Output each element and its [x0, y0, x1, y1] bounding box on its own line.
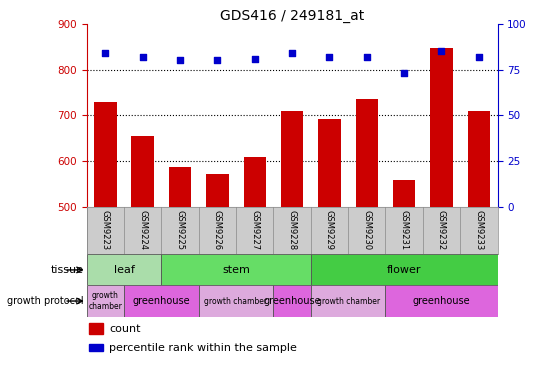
Text: greenhouse: greenhouse: [413, 296, 470, 306]
Bar: [89, 323, 103, 335]
Bar: [206, 174, 229, 207]
Bar: [468, 111, 490, 207]
Text: flower: flower: [387, 265, 421, 275]
Point: [400, 70, 409, 76]
Text: growth protocol: growth protocol: [7, 296, 84, 306]
Text: tissue: tissue: [51, 265, 84, 275]
Text: GSM9226: GSM9226: [213, 210, 222, 250]
Text: GSM9225: GSM9225: [176, 210, 184, 250]
Point: [213, 57, 222, 63]
Text: growth
chamber: growth chamber: [88, 291, 122, 311]
Text: leaf: leaf: [113, 265, 134, 275]
Bar: [281, 111, 304, 207]
Title: GDS416 / 249181_at: GDS416 / 249181_at: [220, 9, 364, 23]
Point: [362, 54, 371, 60]
Text: count: count: [109, 324, 141, 334]
Bar: [244, 157, 266, 207]
Text: percentile rank within the sample: percentile rank within the sample: [109, 343, 297, 353]
Bar: [311, 254, 498, 285]
Bar: [162, 254, 311, 285]
Text: growth chamber: growth chamber: [316, 296, 380, 306]
Text: greenhouse: greenhouse: [132, 296, 190, 306]
Text: GSM9223: GSM9223: [101, 210, 110, 250]
Text: GSM9232: GSM9232: [437, 210, 446, 250]
Text: GSM9231: GSM9231: [400, 210, 409, 250]
Bar: [87, 285, 124, 317]
Point: [437, 48, 446, 54]
Bar: [124, 285, 198, 317]
Point: [250, 56, 259, 61]
Point: [101, 50, 110, 56]
Text: GSM9227: GSM9227: [250, 210, 259, 250]
Text: GSM9228: GSM9228: [287, 210, 297, 250]
Bar: [318, 119, 340, 207]
Text: GSM9230: GSM9230: [362, 210, 371, 250]
Text: growth chamber: growth chamber: [205, 296, 268, 306]
Point: [325, 54, 334, 60]
Bar: [273, 285, 311, 317]
Bar: [131, 136, 154, 207]
Bar: [393, 180, 415, 207]
Point: [138, 54, 147, 60]
Bar: [198, 285, 273, 317]
Text: greenhouse: greenhouse: [263, 296, 321, 306]
Text: GSM9229: GSM9229: [325, 210, 334, 250]
Text: GSM9233: GSM9233: [475, 209, 484, 250]
Text: GSM9224: GSM9224: [138, 210, 147, 250]
Bar: [169, 167, 191, 207]
Bar: [89, 344, 103, 351]
Point: [475, 54, 484, 60]
Bar: [311, 285, 386, 317]
Bar: [94, 101, 116, 207]
Text: stem: stem: [222, 265, 250, 275]
Point: [176, 57, 184, 63]
Bar: [87, 254, 162, 285]
Point: [287, 50, 296, 56]
Bar: [386, 285, 498, 317]
Bar: [430, 48, 453, 207]
Bar: [356, 99, 378, 207]
